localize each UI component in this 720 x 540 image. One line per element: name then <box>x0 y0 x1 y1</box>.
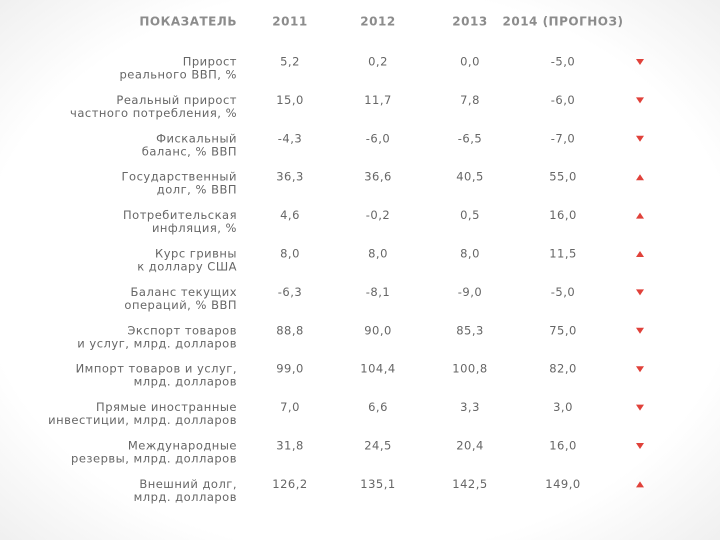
cell-value: -7,0 <box>551 131 575 145</box>
cell-value: 16,0 <box>549 439 577 453</box>
row-label: к доллару США <box>137 260 237 274</box>
row-label: млрд. долларов <box>134 490 237 504</box>
cell-value: 8,0 <box>460 247 480 261</box>
cell-value: 36,6 <box>364 170 392 184</box>
cell-value: 7,8 <box>460 93 480 107</box>
trend-arrow <box>636 97 644 104</box>
cell-value: 20,4 <box>456 439 484 453</box>
header-cell: 2014 (ПРОГНОЗ) <box>503 15 624 29</box>
cell-value: 36,3 <box>276 170 304 184</box>
cell-value: 88,8 <box>276 323 304 337</box>
cell-value: 11,7 <box>364 93 392 107</box>
cell-value: 85,3 <box>456 323 484 337</box>
row-label: Экспорт товаров <box>127 323 237 337</box>
header-cell: 2011 <box>272 15 307 29</box>
cell-value: -4,3 <box>278 131 302 145</box>
row-label: операций, % ВВП <box>124 298 237 312</box>
trend-arrow <box>636 59 644 65</box>
cell-value: 0,5 <box>460 208 480 222</box>
cell-value: -8,1 <box>366 285 390 299</box>
cell-value: -6,3 <box>278 285 302 299</box>
row-label: Прямые иностранные <box>96 400 237 414</box>
header-cell: 2012 <box>360 15 395 29</box>
cell-value: 8,0 <box>280 247 300 261</box>
trend-arrow <box>636 174 644 181</box>
trend-arrow <box>636 443 644 449</box>
cell-value: -5,0 <box>551 55 575 69</box>
cell-value: -9,0 <box>458 285 482 299</box>
row-label: резервы, млрд. долларов <box>71 452 237 466</box>
cell-value: 149,0 <box>545 477 580 491</box>
trend-arrow <box>636 404 644 411</box>
cell-value: 99,0 <box>276 362 304 376</box>
cell-value: 7,0 <box>280 400 300 414</box>
cell-value: 100,8 <box>452 362 487 376</box>
row-label: и услуг, млрд. долларов <box>77 336 237 350</box>
cell-value: -6,5 <box>458 131 482 145</box>
cell-value: 104,4 <box>360 362 395 376</box>
cell-value: 82,0 <box>549 362 577 376</box>
trend-arrow <box>636 251 644 257</box>
row-label: реального ВВП, % <box>119 68 237 82</box>
cell-value: 31,8 <box>276 439 304 453</box>
cell-value: 126,2 <box>272 477 307 491</box>
header-cell: 2013 <box>452 15 487 29</box>
cell-value: 142,5 <box>452 477 487 491</box>
trend-arrow <box>636 366 644 373</box>
cell-value: 16,0 <box>549 208 577 222</box>
trend-arrow <box>636 327 644 334</box>
cell-value: 0,2 <box>368 55 388 69</box>
cell-value: 135,1 <box>360 477 395 491</box>
row-label: частного потребления, % <box>70 106 237 120</box>
cell-value: 5,2 <box>280 55 300 69</box>
cell-value: -5,0 <box>551 285 575 299</box>
row-label: Государственный <box>122 170 237 184</box>
cell-value: 24,5 <box>364 439 392 453</box>
cell-value: 3,3 <box>460 400 480 414</box>
trend-arrow <box>636 481 644 488</box>
cell-value: 0,0 <box>460 55 480 69</box>
row-label: Импорт товаров и услуг, <box>76 362 237 376</box>
cell-value: 8,0 <box>368 247 388 261</box>
row-label: инвестиции, млрд. долларов <box>48 413 237 427</box>
cell-value: 3,0 <box>553 400 573 414</box>
trend-arrow <box>636 212 644 219</box>
cell-value: 11,5 <box>549 247 577 261</box>
header-cell: ПОКАЗАТЕЛЬ <box>139 15 237 29</box>
row-label: долг, % ВВП <box>157 183 237 197</box>
row-label: Международные <box>128 439 237 453</box>
trend-arrow <box>636 289 644 296</box>
row-label: Курс гривны <box>155 247 237 261</box>
row-label: Реальный прирост <box>116 93 237 107</box>
row-label: Потребительская <box>123 208 237 222</box>
row-label: Фискальный <box>156 131 237 145</box>
cell-value: 40,5 <box>456 170 484 184</box>
row-label: баланс, % ВВП <box>142 144 237 158</box>
cell-value: 15,0 <box>276 93 304 107</box>
cell-value: 6,6 <box>368 400 388 414</box>
cell-value: 55,0 <box>549 170 577 184</box>
cell-value: 90,0 <box>364 323 392 337</box>
row-label: Внешний долг, <box>139 477 237 491</box>
cell-value: -6,0 <box>551 93 575 107</box>
cell-value: 4,6 <box>280 208 300 222</box>
row-label: инфляция, % <box>152 221 237 235</box>
row-label: Прирост <box>183 55 237 69</box>
row-label: млрд. долларов <box>134 375 237 389</box>
trend-arrow <box>636 135 644 142</box>
cell-value: -6,0 <box>366 131 390 145</box>
cell-value: 75,0 <box>549 323 577 337</box>
cell-value: -0,2 <box>366 208 390 222</box>
row-label: Баланс текущих <box>131 285 237 299</box>
